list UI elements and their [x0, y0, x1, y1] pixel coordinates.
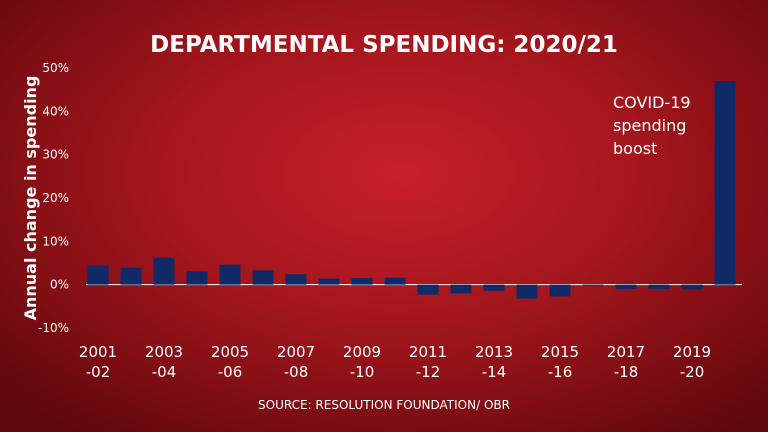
y-tick-label: 10%: [42, 234, 69, 248]
bar: [219, 264, 241, 285]
annotation-line-3: boost: [613, 139, 657, 158]
x-tick-label: 2013: [475, 343, 513, 361]
x-tick-label: 2005: [211, 343, 249, 361]
x-tick-label: 2015: [541, 343, 579, 361]
x-tick-label: -14: [482, 363, 507, 381]
bar: [384, 277, 406, 285]
bar: [351, 278, 373, 285]
bar: [285, 274, 307, 285]
x-tick-label: 2017: [607, 343, 645, 361]
bar: [153, 257, 175, 285]
bar: [714, 81, 736, 285]
y-tick-label: 40%: [42, 104, 69, 118]
x-tick-label: -04: [152, 363, 177, 381]
bar: [483, 284, 505, 291]
x-axis-ticks: 2001 -02 2003 -04 2005 -06 2007 -08 2009 -10 2011 -…: [79, 343, 711, 381]
x-tick-label: -10: [350, 363, 375, 381]
bar: [120, 267, 142, 285]
x-tick-label: -16: [548, 363, 573, 381]
x-tick-label: 2009: [343, 343, 381, 361]
x-tick-label: 2001: [79, 343, 117, 361]
x-tick-label: -12: [416, 363, 441, 381]
bars: [87, 81, 736, 299]
y-axis-label: Annual change in spending: [21, 76, 40, 321]
y-tick-label: 20%: [42, 191, 69, 205]
x-tick-label: -20: [680, 363, 705, 381]
y-tick-label: -10%: [38, 321, 69, 335]
bar: [186, 271, 208, 285]
x-tick-label: -06: [218, 363, 243, 381]
bar: [450, 284, 472, 294]
y-tick-label: 30%: [42, 148, 69, 162]
bar: [615, 284, 637, 289]
bar: [417, 284, 439, 295]
bar: [318, 278, 340, 285]
covid-annotation: COVID-19 spending boost: [613, 93, 691, 158]
bar: [582, 284, 604, 286]
bar: [681, 284, 703, 290]
annotation-line-1: COVID-19: [613, 93, 691, 112]
x-tick-label: 2007: [277, 343, 315, 361]
bar: [252, 270, 274, 285]
x-tick-label: 2019: [673, 343, 711, 361]
y-axis-ticks: 50% 40% 30% 20% 10% 0% -10%: [38, 61, 69, 335]
x-tick-label: -08: [284, 363, 309, 381]
y-tick-label: 0%: [50, 278, 69, 292]
y-tick-label: 50%: [42, 61, 69, 75]
bar: [549, 284, 571, 297]
source-note: SOURCE: RESOLUTION FOUNDATION/ OBR: [258, 398, 510, 412]
bar: [516, 284, 538, 299]
x-tick-label: -18: [614, 363, 639, 381]
x-tick-label: 2003: [145, 343, 183, 361]
bar: [87, 265, 109, 285]
bar: [648, 284, 670, 289]
x-tick-label: -02: [86, 363, 111, 381]
x-tick-label: 2011: [409, 343, 447, 361]
annotation-line-2: spending: [613, 116, 686, 135]
chart-title: DEPARTMENTAL SPENDING: 2020/21: [150, 32, 618, 58]
